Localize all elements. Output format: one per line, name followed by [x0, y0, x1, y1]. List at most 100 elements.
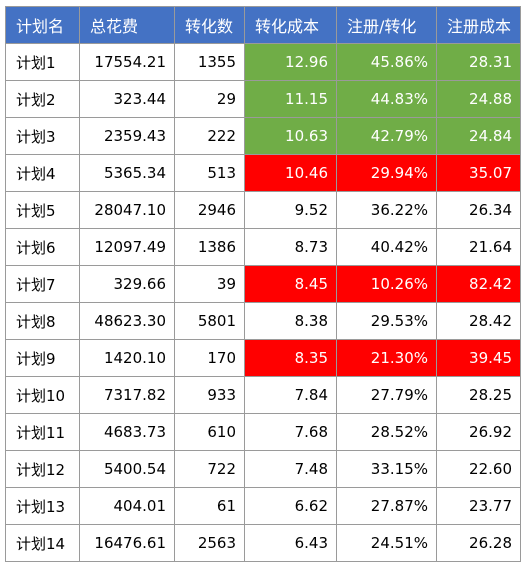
cell-conversions[interactable]: 933 — [174, 376, 245, 414]
cell-conversions[interactable]: 1355 — [174, 43, 245, 81]
cell-total-spend[interactable]: 12097.49 — [79, 228, 175, 266]
header-total-spend[interactable]: 总花费 — [79, 6, 175, 44]
cell-registration-cost[interactable]: 35.07 — [436, 154, 521, 192]
cell-total-spend[interactable]: 323.44 — [79, 80, 175, 118]
table-row: 计划13 404.01 61 6.62 27.87% 23.77 — [5, 487, 521, 525]
cell-conversions[interactable]: 1386 — [174, 228, 245, 266]
cell-conversion-cost[interactable]: 10.46 — [244, 154, 337, 192]
cell-plan-name[interactable]: 计划9 — [5, 339, 80, 377]
cell-conversion-cost[interactable]: 8.73 — [244, 228, 337, 266]
cell-registration-ratio[interactable]: 36.22% — [336, 191, 437, 229]
cell-registration-ratio[interactable]: 29.53% — [336, 302, 437, 340]
cell-conversions[interactable]: 29 — [174, 80, 245, 118]
cell-conversion-cost[interactable]: 8.45 — [244, 265, 337, 303]
cell-plan-name[interactable]: 计划2 — [5, 80, 80, 118]
header-plan-name[interactable]: 计划名 — [5, 6, 80, 44]
cell-conversions[interactable]: 513 — [174, 154, 245, 192]
cell-registration-cost[interactable]: 28.42 — [436, 302, 521, 340]
cell-registration-cost[interactable]: 22.60 — [436, 450, 521, 488]
cell-plan-name[interactable]: 计划12 — [5, 450, 80, 488]
cell-plan-name[interactable]: 计划13 — [5, 487, 80, 525]
cell-plan-name[interactable]: 计划3 — [5, 117, 80, 155]
cell-conversion-cost[interactable]: 7.48 — [244, 450, 337, 488]
cell-total-spend[interactable]: 16476.61 — [79, 524, 175, 562]
cell-plan-name[interactable]: 计划14 — [5, 524, 80, 562]
cell-plan-name[interactable]: 计划6 — [5, 228, 80, 266]
cell-registration-cost[interactable]: 28.31 — [436, 43, 521, 81]
cell-conversions[interactable]: 2563 — [174, 524, 245, 562]
table-row: 计划10 7317.82 933 7.84 27.79% 28.25 — [5, 376, 521, 414]
table-row: 计划12 5400.54 722 7.48 33.15% 22.60 — [5, 450, 521, 488]
cell-conversions[interactable]: 5801 — [174, 302, 245, 340]
cell-registration-cost[interactable]: 26.28 — [436, 524, 521, 562]
cell-total-spend[interactable]: 2359.43 — [79, 117, 175, 155]
cell-plan-name[interactable]: 计划1 — [5, 43, 80, 81]
table-row: 计划9 1420.10 170 8.35 21.30% 39.45 — [5, 339, 521, 377]
table-row: 计划3 2359.43 222 10.63 42.79% 24.84 — [5, 117, 521, 155]
cell-registration-ratio[interactable]: 27.79% — [336, 376, 437, 414]
cell-conversion-cost[interactable]: 6.43 — [244, 524, 337, 562]
cell-conversions[interactable]: 170 — [174, 339, 245, 377]
cell-conversions[interactable]: 722 — [174, 450, 245, 488]
table-row: 计划2 323.44 29 11.15 44.83% 24.88 — [5, 80, 521, 118]
cell-conversions[interactable]: 61 — [174, 487, 245, 525]
cell-registration-ratio[interactable]: 45.86% — [336, 43, 437, 81]
cell-registration-ratio[interactable]: 27.87% — [336, 487, 437, 525]
cell-total-spend[interactable]: 5365.34 — [79, 154, 175, 192]
cell-conversion-cost[interactable]: 12.96 — [244, 43, 337, 81]
cell-conversions[interactable]: 222 — [174, 117, 245, 155]
cell-registration-cost[interactable]: 21.64 — [436, 228, 521, 266]
table-row: 计划14 16476.61 2563 6.43 24.51% 26.28 — [5, 524, 521, 562]
cell-plan-name[interactable]: 计划11 — [5, 413, 80, 451]
cell-total-spend[interactable]: 404.01 — [79, 487, 175, 525]
cell-registration-ratio[interactable]: 42.79% — [336, 117, 437, 155]
table-row: 计划5 28047.10 2946 9.52 36.22% 26.34 — [5, 191, 521, 229]
cell-registration-ratio[interactable]: 21.30% — [336, 339, 437, 377]
cell-plan-name[interactable]: 计划10 — [5, 376, 80, 414]
cell-conversion-cost[interactable]: 8.38 — [244, 302, 337, 340]
cell-conversion-cost[interactable]: 10.63 — [244, 117, 337, 155]
cell-conversions[interactable]: 2946 — [174, 191, 245, 229]
cell-total-spend[interactable]: 28047.10 — [79, 191, 175, 229]
cell-conversion-cost[interactable]: 6.62 — [244, 487, 337, 525]
cell-registration-ratio[interactable]: 40.42% — [336, 228, 437, 266]
cell-conversion-cost[interactable]: 7.84 — [244, 376, 337, 414]
cell-plan-name[interactable]: 计划5 — [5, 191, 80, 229]
cell-registration-cost[interactable]: 82.42 — [436, 265, 521, 303]
cell-total-spend[interactable]: 4683.73 — [79, 413, 175, 451]
cell-registration-cost[interactable]: 23.77 — [436, 487, 521, 525]
cell-registration-ratio[interactable]: 44.83% — [336, 80, 437, 118]
cell-total-spend[interactable]: 17554.21 — [79, 43, 175, 81]
cell-plan-name[interactable]: 计划7 — [5, 265, 80, 303]
cell-conversion-cost[interactable]: 9.52 — [244, 191, 337, 229]
cell-total-spend[interactable]: 1420.10 — [79, 339, 175, 377]
cell-total-spend[interactable]: 5400.54 — [79, 450, 175, 488]
cell-registration-cost[interactable]: 28.25 — [436, 376, 521, 414]
cell-total-spend[interactable]: 48623.30 — [79, 302, 175, 340]
header-registration-cost[interactable]: 注册成本 — [436, 6, 521, 44]
header-conversion-cost[interactable]: 转化成本 — [244, 6, 337, 44]
table-row: 计划4 5365.34 513 10.46 29.94% 35.07 — [5, 154, 521, 192]
cell-registration-cost[interactable]: 24.84 — [436, 117, 521, 155]
cell-registration-cost[interactable]: 24.88 — [436, 80, 521, 118]
cell-conversion-cost[interactable]: 7.68 — [244, 413, 337, 451]
cell-total-spend[interactable]: 7317.82 — [79, 376, 175, 414]
cell-registration-cost[interactable]: 26.92 — [436, 413, 521, 451]
cell-registration-ratio[interactable]: 33.15% — [336, 450, 437, 488]
cell-conversion-cost[interactable]: 11.15 — [244, 80, 337, 118]
cell-conversions[interactable]: 610 — [174, 413, 245, 451]
cell-conversions[interactable]: 39 — [174, 265, 245, 303]
cell-registration-cost[interactable]: 39.45 — [436, 339, 521, 377]
header-conversions[interactable]: 转化数 — [174, 6, 245, 44]
cell-total-spend[interactable]: 329.66 — [79, 265, 175, 303]
cell-plan-name[interactable]: 计划8 — [5, 302, 80, 340]
cell-registration-cost[interactable]: 26.34 — [436, 191, 521, 229]
cell-registration-ratio[interactable]: 29.94% — [336, 154, 437, 192]
cell-registration-ratio[interactable]: 24.51% — [336, 524, 437, 562]
header-registration-ratio[interactable]: 注册/转化 — [336, 6, 437, 44]
cell-plan-name[interactable]: 计划4 — [5, 154, 80, 192]
cell-registration-ratio[interactable]: 10.26% — [336, 265, 437, 303]
table-row: 计划1 17554.21 1355 12.96 45.86% 28.31 — [5, 43, 521, 81]
cell-conversion-cost[interactable]: 8.35 — [244, 339, 337, 377]
cell-registration-ratio[interactable]: 28.52% — [336, 413, 437, 451]
